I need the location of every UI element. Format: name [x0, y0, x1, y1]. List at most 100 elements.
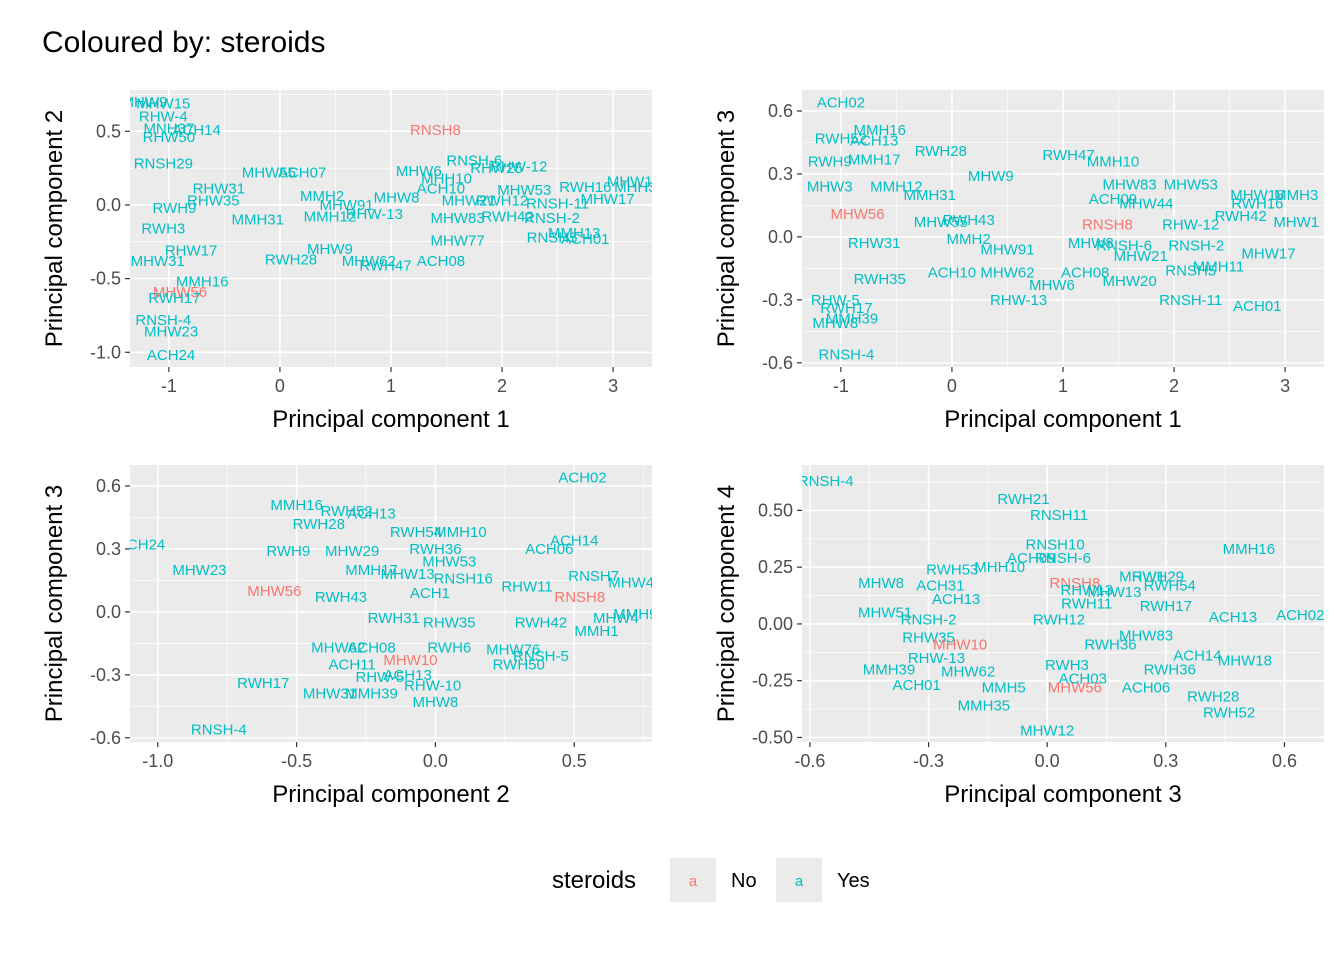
- point-label: MHH10: [421, 170, 472, 187]
- point-label: RNSH16: [434, 570, 493, 587]
- point-label: MHW12: [1020, 723, 1074, 740]
- legend: steroids a No a Yes: [552, 858, 870, 902]
- point-label: MHW51: [858, 605, 912, 622]
- x-tick-label: 0: [275, 376, 285, 396]
- grid: [130, 465, 652, 742]
- point-label: MMH16: [853, 122, 906, 139]
- point-label: MNH37: [143, 120, 194, 137]
- scatter-panel-pc1-pc3: -1 0 1 2 3 -0.6 -0.3 0.0 0.3 0.6 Principal compone…: [713, 90, 1324, 433]
- point-label: MHW21: [442, 193, 496, 210]
- y-tick-label: 0.25: [758, 557, 793, 577]
- point-label: RHW-4: [139, 109, 188, 126]
- point-label: ACH08: [417, 253, 465, 270]
- point-label: MHW62: [311, 640, 365, 657]
- y-tick-label: 0.0: [96, 602, 121, 622]
- legend-key-glyph-no: a: [689, 873, 698, 890]
- point-label: RNSH7: [568, 568, 619, 585]
- point-label: RHW11: [501, 579, 552, 596]
- point-label: MHW31: [303, 686, 357, 703]
- point-label: MMH31: [231, 212, 284, 229]
- y-tick-label: -1.0: [90, 342, 121, 362]
- x-tick-label: 0.0: [1035, 751, 1060, 771]
- point-label: MHW83: [1103, 176, 1157, 193]
- point-label: RWH43: [315, 589, 367, 606]
- point-label: MHW62: [941, 664, 995, 681]
- point-label: MHW56: [247, 583, 301, 600]
- point-label: RNSH-2: [1168, 237, 1224, 254]
- x-tick-label: 0.6: [1272, 751, 1297, 771]
- x-tick-label: -1.0: [142, 751, 173, 771]
- point-label: RWH47: [1042, 147, 1094, 164]
- point-label: RHW-13: [908, 650, 965, 667]
- point-label: MHW6: [396, 163, 442, 180]
- point-label: MMH12: [304, 209, 357, 226]
- y-axis-title: Principal component 2: [41, 110, 68, 347]
- point-label: ACH10: [928, 265, 976, 282]
- point-label: RHW-5: [811, 292, 860, 309]
- point-label: RHW50: [143, 129, 196, 146]
- point-label: MHW53: [1164, 176, 1218, 193]
- point-label: RWH35: [854, 271, 906, 288]
- point-label: MHW10: [383, 652, 437, 669]
- point-label: RNSH-2: [901, 611, 957, 628]
- point-label: MHW3: [807, 179, 853, 196]
- point-label: RNSH11: [1030, 507, 1088, 524]
- point-label: RWH42: [1215, 208, 1267, 225]
- point-label: ACH09: [1089, 191, 1137, 208]
- point-label: MHW56: [1048, 680, 1102, 697]
- point-label: MHW91: [319, 197, 373, 214]
- x-tick-label: 1: [386, 376, 396, 396]
- point-label: MHW20: [1103, 273, 1157, 290]
- point-label: ACH09: [1007, 550, 1055, 567]
- point-label: RWH17: [237, 675, 289, 692]
- point-label: ACH06: [1122, 680, 1170, 697]
- point-label: MMH1: [574, 623, 618, 640]
- point-label: MMH39: [826, 311, 879, 328]
- point-label: RHW-12: [490, 159, 547, 176]
- point-label: RHW17: [165, 243, 218, 260]
- point-label: RNSH-4: [819, 346, 875, 363]
- panel-background: [130, 465, 652, 742]
- point-label: RWH36: [1084, 636, 1136, 653]
- point-label: RWH28: [915, 143, 967, 160]
- legend-title: steroids: [552, 867, 636, 894]
- point-label: ACH08: [347, 640, 395, 657]
- point-label: RWH28: [293, 516, 345, 533]
- point-label: MHW13: [381, 566, 435, 583]
- point-label: RNSH5: [1165, 262, 1216, 279]
- x-tick-label: 2: [1169, 376, 1179, 396]
- scatter-panel-pc3-pc4: -0.6 -0.3 0.0 0.3 0.6 -0.50 -0.25 0.00 0.25 0.50 P…: [713, 465, 1324, 808]
- point-label: MHW76: [486, 642, 540, 659]
- point-label: MHW23: [172, 562, 226, 579]
- scatter-panel-pc1-pc2: -1 0 1 2 3 -1.0 -0.5 0.0 0.5 Principal component …: [41, 90, 652, 433]
- point-label: RHW25: [470, 160, 523, 177]
- point-label: ACH03: [1059, 670, 1107, 687]
- point-label: RNSH5: [527, 229, 578, 246]
- point-label: RWH36: [409, 541, 461, 558]
- point-label: MMH2: [300, 188, 344, 205]
- grid: [802, 90, 1324, 367]
- point-label: RHW-13: [346, 206, 403, 223]
- y-tick-label: 0.00: [758, 614, 793, 634]
- y-tick-label: 0.5: [96, 121, 121, 141]
- point-label: ACH24: [147, 347, 195, 364]
- point-label: RHW-5: [355, 669, 404, 686]
- point-label: ACH10: [417, 181, 465, 198]
- point-label: RWH29: [1132, 568, 1184, 585]
- point-label: MMH39: [863, 661, 916, 678]
- point-label: MHW1: [1273, 214, 1319, 231]
- y-tick-label: 0.6: [96, 476, 121, 496]
- point-label: RWH9: [808, 153, 852, 170]
- point-label: ACH1: [410, 585, 450, 602]
- point-label: MHW8: [413, 694, 459, 711]
- point-label: MHH10: [974, 559, 1025, 576]
- x-tick-label: 0.3: [1153, 751, 1178, 771]
- y-tick-label: 0.3: [96, 539, 121, 559]
- point-label: ACH01: [893, 677, 941, 694]
- point-label: MMH17: [345, 562, 398, 579]
- point-label: MHW9: [307, 241, 353, 258]
- point-label: RWH31: [368, 610, 420, 627]
- point-label: MHW8: [1068, 235, 1114, 252]
